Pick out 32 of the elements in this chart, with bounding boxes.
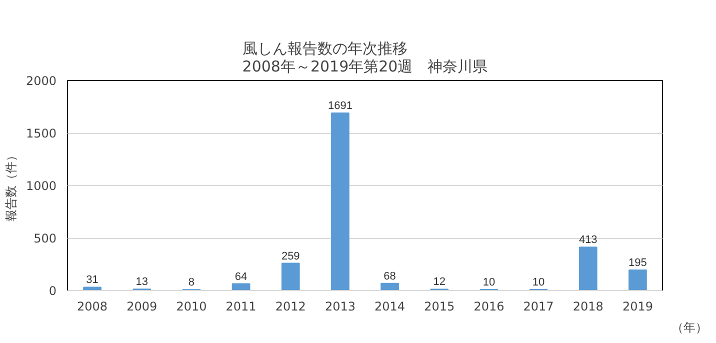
y-tick-label: 0 (48, 284, 57, 298)
data-label: 10 (532, 276, 545, 288)
data-label: 1691 (328, 100, 352, 112)
data-label: 13 (136, 276, 148, 288)
data-label: 10 (482, 276, 496, 288)
y-tick-label: 1500 (26, 126, 57, 140)
y-axis-title: 報告数（件） (4, 150, 18, 222)
x-tick-label: 2013 (324, 300, 356, 314)
data-label: 31 (86, 274, 98, 286)
data-label: 259 (281, 250, 300, 262)
y-tick-label: 500 (34, 232, 56, 246)
data-label: 413 (578, 234, 598, 246)
x-tick-label: 2016 (474, 300, 504, 314)
x-tick-label: 2008 (77, 300, 108, 314)
data-label: 68 (384, 270, 396, 282)
x-tick-label: 2012 (275, 300, 306, 314)
data-label: 64 (234, 270, 248, 283)
x-tick-label: 2009 (126, 300, 158, 314)
data-label: 12 (433, 276, 446, 288)
x-tick-label: 2017 (523, 300, 554, 314)
chart-title: 風しん報告数の年次推移 2008年～2019年第20週 神奈川県 (242, 40, 488, 76)
y-tick-label: 2000 (26, 74, 57, 88)
x-tick-label: 2018 (572, 300, 604, 314)
y-tick-label: 1000 (26, 179, 57, 193)
data-label: 8 (188, 276, 195, 289)
x-tick-label: 2014 (374, 300, 406, 314)
x-tick-label: 2015 (424, 300, 455, 314)
x-axis-title: （年） (672, 320, 708, 334)
data-label: 195 (628, 257, 647, 270)
x-tick-label: 2019 (622, 300, 653, 314)
x-tick-label: 2011 (226, 300, 256, 314)
x-tick-label: 2010 (176, 300, 207, 314)
